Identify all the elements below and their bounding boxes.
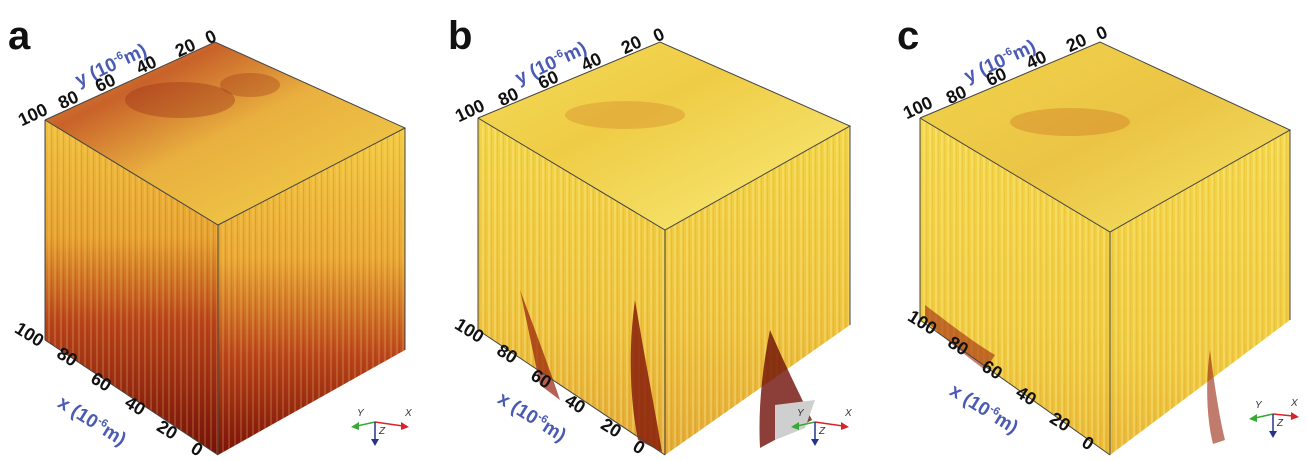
- panel-a: a y (10-6m) 100 80 60 40 20 0 x (10-6m) …: [0, 0, 435, 460]
- triad-z-label: Z: [378, 426, 386, 437]
- triad-x-label: X: [844, 408, 852, 419]
- volume-cube-b: [477, 41, 852, 456]
- texture-blob: [220, 73, 280, 97]
- triad-z-arrow-icon: [371, 439, 379, 446]
- triad-x-axis: [1272, 413, 1294, 417]
- cube-left-streaks: [45, 120, 218, 455]
- triad-z-label: Z: [1276, 418, 1284, 429]
- triad-z-arrow-icon: [1269, 431, 1277, 438]
- triad-x-arrow-icon: [1291, 412, 1299, 420]
- texture-blob: [630, 300, 662, 452]
- cube-edge: [44, 339, 219, 456]
- texture-blob: [520, 290, 560, 400]
- texture-blob: [925, 305, 995, 370]
- triad-z-arrow-icon: [811, 439, 819, 446]
- texture-blob: [565, 101, 685, 129]
- orientation-triad: Y Z X: [351, 408, 412, 446]
- cube-top-face: [478, 42, 850, 230]
- triad-y-label: Y: [797, 408, 805, 419]
- triad-x-label: X: [404, 408, 412, 419]
- volume-cube-a: [44, 41, 407, 456]
- cube-edge: [919, 319, 1111, 456]
- cube-right-streaks: [218, 128, 405, 455]
- triad-y-arrow-icon: [351, 422, 359, 430]
- panel-letter: b: [448, 14, 473, 58]
- texture-blob: [1010, 108, 1130, 136]
- triad-x-axis: [374, 421, 404, 427]
- cube-left-streaks: [920, 118, 1110, 455]
- triad-y-label: Y: [1255, 400, 1263, 411]
- triad-x-arrow-icon: [401, 422, 409, 430]
- orientation-triad: Y Z X: [791, 408, 852, 446]
- triad-x-label: X: [1290, 398, 1298, 409]
- triad-y-axis: [1254, 413, 1274, 419]
- cube-top-face: [920, 42, 1290, 232]
- empty-region: [775, 400, 815, 440]
- triad-y-axis: [796, 421, 816, 427]
- panel-b: b y (10-6m) 100 80 60 40 20 0 x (10-6m) …: [440, 0, 875, 460]
- cube-edge: [477, 329, 666, 456]
- triad-y-arrow-icon: [791, 422, 799, 430]
- triad-y-arrow-icon: [1249, 414, 1257, 422]
- triad-y-label: Y: [357, 408, 365, 419]
- texture-blob: [1207, 350, 1225, 444]
- triad-x-axis: [814, 421, 844, 427]
- panel-letter: a: [8, 14, 31, 58]
- orientation-triad: Y Z X: [1249, 398, 1299, 438]
- triad-x-arrow-icon: [841, 422, 849, 430]
- panel-c: c y (10-6m) 100 80 60 40 20 0 x (10-6m) …: [875, 0, 1307, 460]
- panel-letter: c: [897, 14, 920, 58]
- texture-blob: [125, 82, 235, 118]
- triad-z-label: Z: [818, 426, 826, 437]
- triad-y-axis: [356, 421, 376, 427]
- cube-right-streaks: [1110, 130, 1290, 455]
- cube-right-streaks: [665, 126, 850, 455]
- volume-cube-c: [919, 41, 1292, 456]
